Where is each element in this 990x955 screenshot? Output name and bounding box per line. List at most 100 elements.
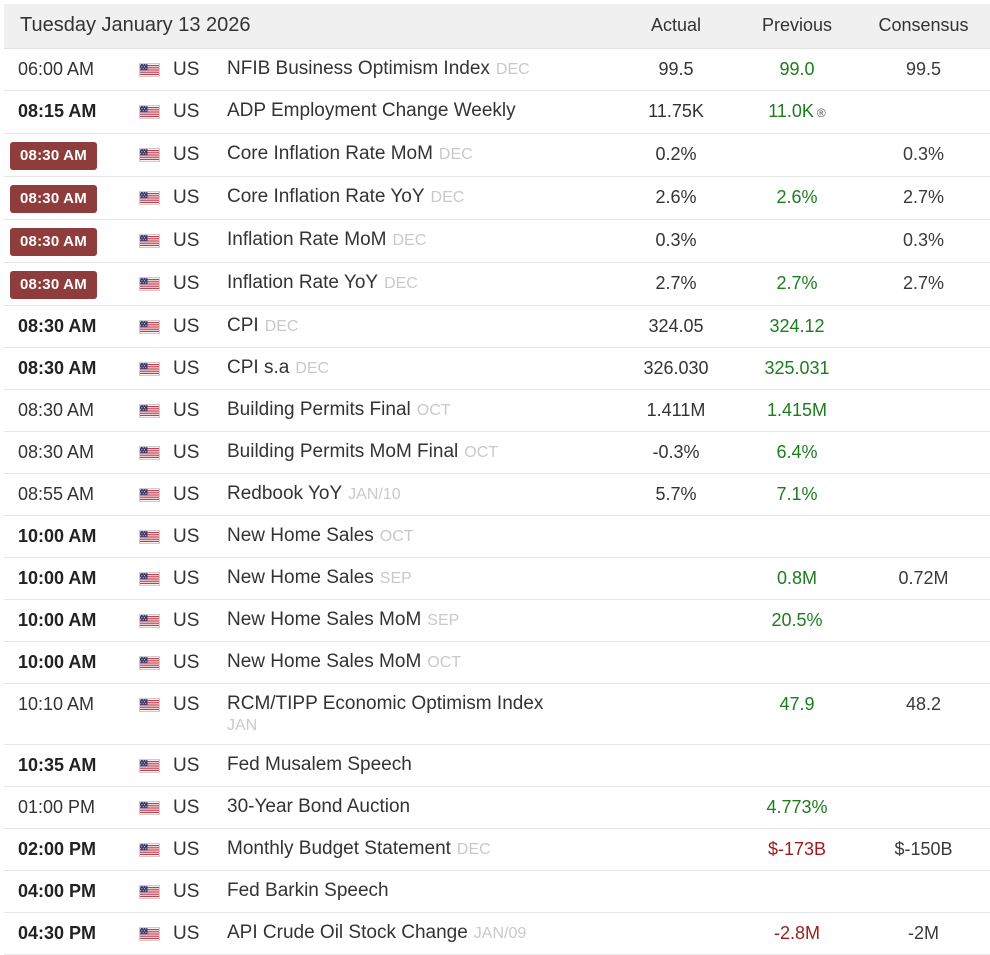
event-reference-period: DEC	[430, 188, 465, 206]
country-code: US	[173, 143, 200, 165]
event-time-cell: 10:00 AM	[4, 515, 130, 558]
event-reference-period: DEC	[264, 317, 299, 335]
event-time: 08:30 AM	[18, 441, 95, 462]
calendar-event-row[interactable]: 10:00 AM	[4, 641, 990, 684]
calendar-event-row[interactable]: 08:30 AM	[4, 219, 990, 263]
event-country-cell: US	[130, 599, 226, 642]
calendar-event-row[interactable]: 08:30 AM	[4, 347, 990, 390]
event-time: 04:30 PM	[18, 922, 97, 943]
us-flag-icon	[139, 403, 160, 418]
consensus-value: 99.5	[857, 48, 990, 91]
actual-value: 326.030	[615, 347, 737, 390]
event-name-cell: Building Permits Final OCT	[226, 389, 615, 432]
event-time: 10:10 AM	[18, 693, 95, 714]
us-flag-icon	[139, 62, 160, 77]
event-time: 08:30 AM	[10, 141, 97, 170]
calendar-date-heading: Tuesday January 13 2026	[4, 4, 615, 49]
event-name-cell: New Home Sales MoM SEP	[226, 599, 615, 642]
calendar-event-row[interactable]: 10:00 AM	[4, 515, 990, 558]
event-time-cell: 10:10 AM	[4, 683, 130, 745]
event-time-cell: 10:00 AM	[4, 557, 130, 600]
event-time: 08:30 AM	[18, 315, 97, 336]
event-name-cell: CPI s.a DEC	[226, 347, 615, 390]
event-time-cell: 10:35 AM	[4, 744, 130, 787]
calendar-event-row[interactable]: 08:15 AM	[4, 90, 990, 134]
us-flag-icon	[139, 319, 160, 334]
calendar-event-row[interactable]: 10:00 AM	[4, 557, 990, 600]
country-code: US	[173, 315, 200, 337]
event-country-cell: US	[130, 786, 226, 829]
calendar-event-row[interactable]: 01:00 PM	[4, 786, 990, 829]
previous-value: 325.031	[737, 347, 857, 390]
event-name-cell: Monthly Budget Statement DEC	[226, 828, 615, 871]
calendar-event-row[interactable]: 08:30 AM	[4, 176, 990, 220]
calendar-event-row[interactable]: 08:30 AM	[4, 305, 990, 348]
event-time: 10:00 AM	[18, 609, 97, 630]
event-time: 08:30 AM	[10, 270, 97, 299]
calendar-event-row[interactable]: 08:30 AM	[4, 389, 990, 432]
event-country-cell: US	[130, 912, 226, 955]
event-name-cell: 30-Year Bond Auction	[226, 786, 615, 829]
us-flag-icon	[139, 361, 160, 376]
calendar-event-row[interactable]: 04:00 PM	[4, 870, 990, 913]
actual-value	[615, 683, 737, 745]
calendar-header-row: Tuesday January 13 2026 Actual Previous …	[4, 4, 990, 49]
calendar-event-row[interactable]: 08:30 AM	[4, 262, 990, 306]
previous-value	[737, 870, 857, 913]
previous-value: $-173B	[737, 828, 857, 871]
event-name: Fed Musalem Speech	[227, 753, 412, 775]
consensus-value: -2M	[857, 912, 990, 955]
event-reference-period: DEC	[456, 840, 491, 858]
calendar-event-row[interactable]: 06:00 AM	[4, 48, 990, 91]
actual-value	[615, 912, 737, 955]
consensus-value	[857, 305, 990, 348]
event-reference-period: OCT	[416, 401, 451, 419]
previous-value: 99.0	[737, 48, 857, 91]
calendar-event-row[interactable]: 10:10 AM	[4, 683, 990, 745]
event-name-cell: CPI DEC	[226, 305, 615, 348]
event-name-cell: Building Permits MoM Final OCT	[226, 431, 615, 474]
calendar-event-row[interactable]: 10:35 AM	[4, 744, 990, 787]
country-code: US	[173, 651, 200, 673]
event-reference-period: DEC	[295, 359, 330, 377]
us-flag-icon	[139, 613, 160, 628]
event-name: API Crude Oil Stock Change	[227, 921, 468, 943]
event-reference-period: OCT	[464, 443, 499, 461]
calendar-event-row[interactable]: 08:30 AM	[4, 133, 990, 177]
previous-value: 324.12	[737, 305, 857, 348]
country-code: US	[173, 100, 200, 122]
column-header-actual: Actual	[615, 4, 737, 49]
country-code: US	[173, 483, 200, 505]
country-code: US	[173, 796, 200, 818]
event-reference-period: DEC	[438, 145, 473, 163]
event-name: RCM/TIPP Economic Optimism Index	[227, 692, 544, 714]
country-code: US	[173, 754, 200, 776]
actual-value: 0.3%	[615, 219, 737, 263]
event-reference-period: OCT	[427, 653, 462, 671]
event-country-cell: US	[130, 90, 226, 134]
calendar-event-row[interactable]: 04:30 PM	[4, 912, 990, 955]
event-country-cell: US	[130, 262, 226, 306]
actual-value	[615, 515, 737, 558]
event-name-cell: ADP Employment Change Weekly	[226, 90, 615, 134]
consensus-value	[857, 389, 990, 432]
previous-value: 1.415M	[737, 389, 857, 432]
event-name: NFIB Business Optimism Index	[227, 57, 490, 79]
calendar-event-row[interactable]: 08:30 AM	[4, 431, 990, 474]
event-name-cell: RCM/TIPP Economic Optimism Index JAN	[226, 683, 615, 745]
event-name: New Home Sales	[227, 566, 374, 588]
us-flag-icon	[139, 529, 160, 544]
actual-value	[615, 786, 737, 829]
country-code: US	[173, 525, 200, 547]
event-time: 06:00 AM	[18, 58, 95, 79]
event-time: 08:30 AM	[10, 227, 97, 256]
event-time: 08:30 AM	[10, 184, 97, 213]
event-name-cell: Fed Musalem Speech	[226, 744, 615, 787]
previous-value	[737, 219, 857, 263]
calendar-event-row[interactable]: 10:00 AM	[4, 599, 990, 642]
country-code: US	[173, 567, 200, 589]
calendar-event-row[interactable]: 08:55 AM	[4, 473, 990, 516]
economic-calendar-table: Tuesday January 13 2026 Actual Previous …	[4, 4, 990, 955]
calendar-event-row[interactable]: 02:00 PM	[4, 828, 990, 871]
event-reference-period: OCT	[379, 527, 414, 545]
